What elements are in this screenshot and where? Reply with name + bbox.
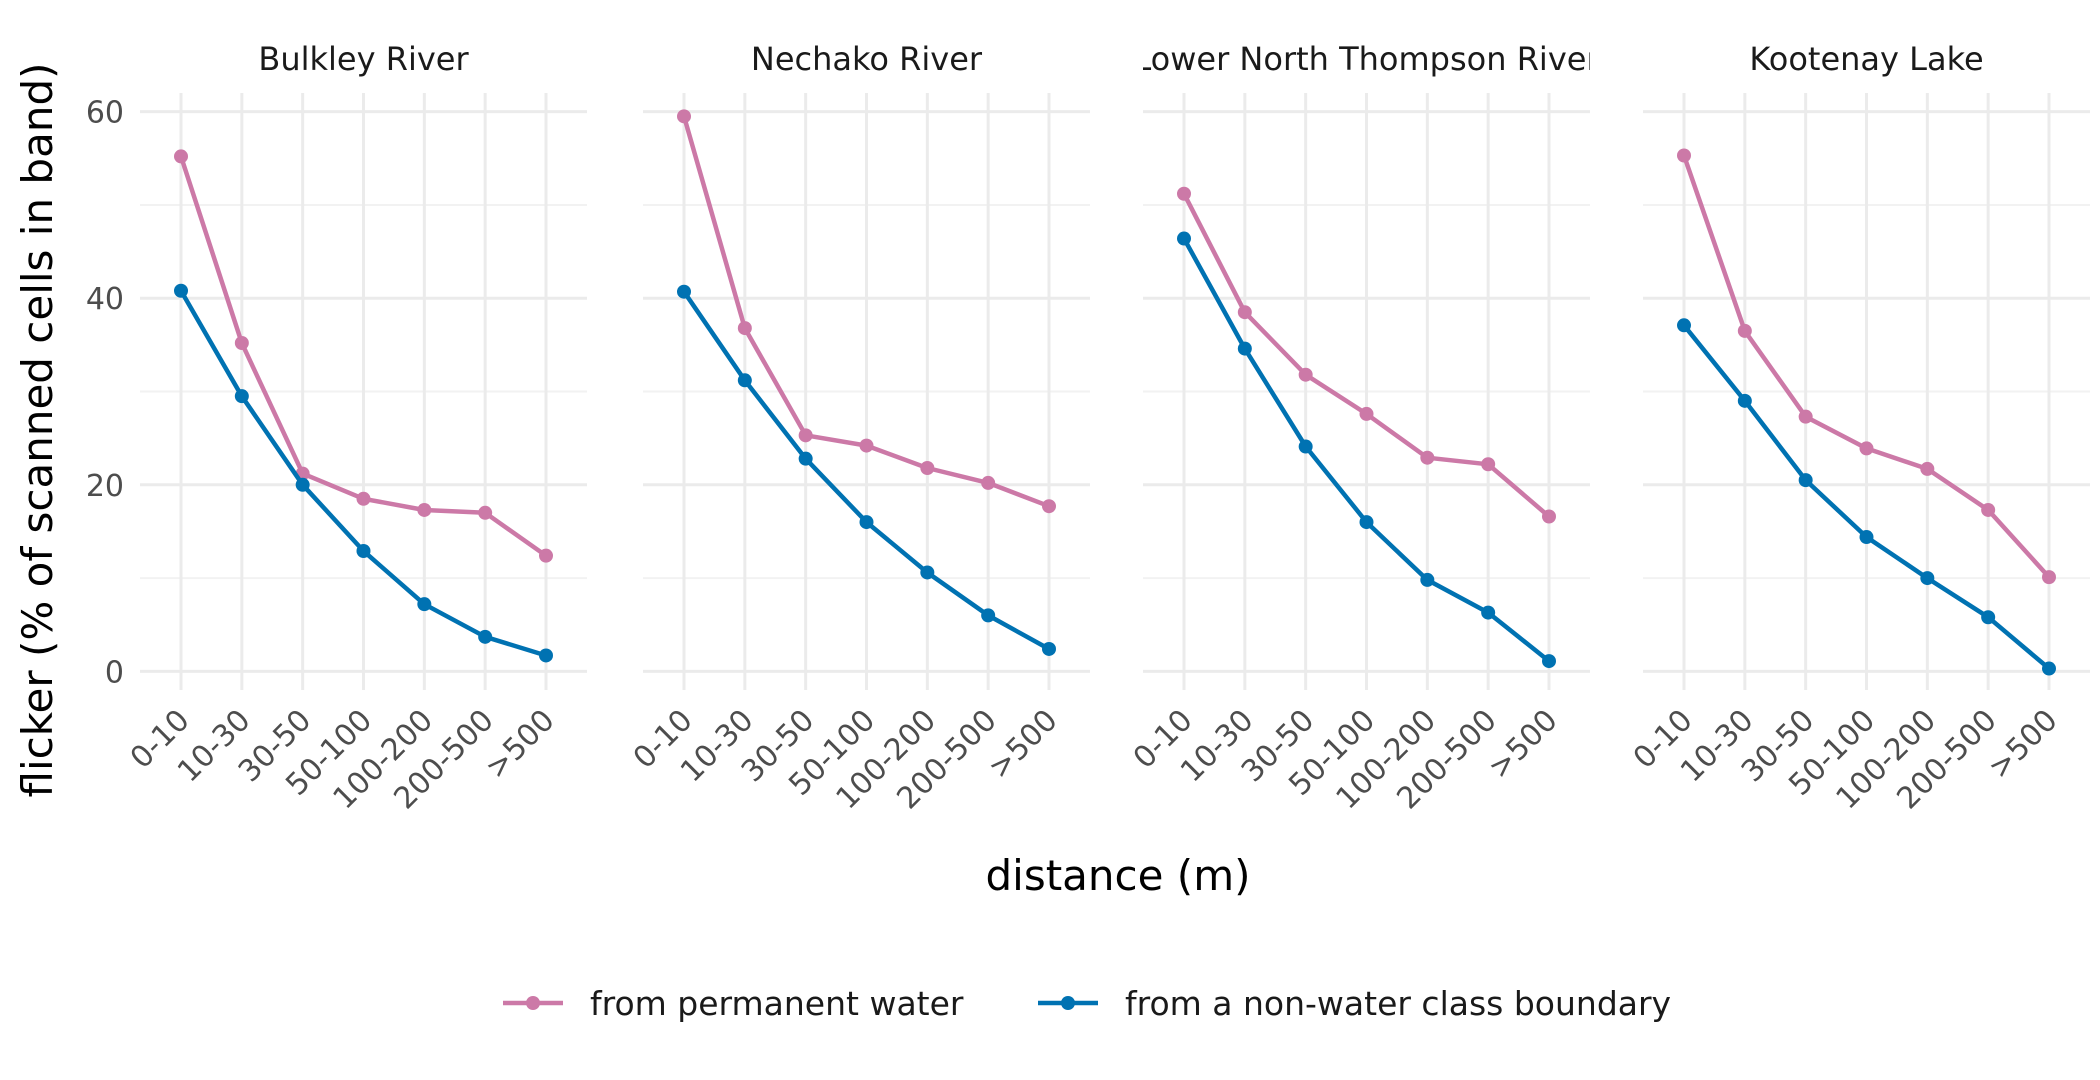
- data-point: [1237, 305, 1252, 320]
- series-from-permanent-water: [174, 149, 553, 563]
- series-from-permanent-water: [1177, 186, 1556, 524]
- y-tick-label: 0: [105, 655, 124, 690]
- y-axis-title: flicker (% of scanned cells in band): [13, 63, 62, 798]
- data-point: [737, 321, 752, 336]
- data-point: [1481, 457, 1496, 472]
- legend-key-point: [1061, 996, 1075, 1010]
- x-axis-title: distance (m): [985, 851, 1250, 900]
- data-point: [981, 608, 996, 623]
- data-point: [1981, 610, 1996, 625]
- series-from-permanent-water: [1677, 148, 2056, 585]
- y-tick-label: 20: [86, 469, 124, 504]
- data-point: [1737, 393, 1752, 408]
- data-point: [1298, 367, 1313, 382]
- panel-lower-north-thompson-river: Lower North Thompson River0-1010-3030-50…: [1127, 40, 1600, 816]
- data-point: [1177, 186, 1191, 201]
- data-point: [1859, 441, 1874, 456]
- data-point: [798, 451, 813, 466]
- panel-title: Lower North Thompson River: [1133, 40, 1600, 78]
- panel-title: Nechako River: [751, 40, 983, 78]
- data-point: [1677, 148, 1691, 163]
- data-point: [1177, 231, 1191, 246]
- x-tick-label: >500: [982, 703, 1065, 786]
- legend-label: from a non-water class boundary: [1125, 984, 1671, 1023]
- panel-nechako-river: Nechako River0-1010-3030-5050-100100-200…: [627, 40, 1090, 816]
- data-point: [1542, 509, 1556, 524]
- x-tick-label: >500: [479, 703, 562, 786]
- x-tick-label: >500: [1482, 703, 1565, 786]
- data-point: [1920, 571, 1935, 586]
- data-point: [1420, 572, 1435, 587]
- data-point: [356, 491, 371, 506]
- legend-item-from-permanent-water: from permanent water: [503, 984, 964, 1023]
- series-from-permanent-water: [677, 109, 1056, 514]
- panel-bulkley-river: Bulkley River02040600-1010-3030-5050-100…: [86, 40, 587, 816]
- data-point: [1359, 515, 1374, 530]
- data-point: [1420, 450, 1435, 465]
- data-point: [417, 502, 432, 517]
- data-point: [234, 335, 249, 350]
- data-point: [1042, 641, 1056, 656]
- data-point: [1481, 605, 1496, 620]
- data-point: [1237, 341, 1252, 356]
- data-point: [920, 565, 935, 580]
- data-point: [2042, 661, 2056, 676]
- data-point: [798, 428, 813, 443]
- data-point: [356, 544, 371, 559]
- data-point: [539, 548, 553, 563]
- data-point: [737, 373, 752, 388]
- legend-item-from-a-non-water-class-boundary: from a non-water class boundary: [1038, 984, 1671, 1023]
- data-point: [677, 284, 691, 299]
- series-from-a-non-water-class-boundary: [174, 283, 553, 663]
- data-point: [1798, 473, 1813, 488]
- data-point: [174, 149, 188, 164]
- data-point: [539, 648, 553, 663]
- data-point: [1298, 439, 1313, 454]
- legend-label: from permanent water: [590, 984, 964, 1023]
- data-point: [1920, 461, 1935, 476]
- data-point: [1859, 530, 1874, 545]
- data-point: [859, 515, 874, 530]
- legend: from permanent water from a non-water cla…: [503, 984, 1671, 1023]
- data-point: [417, 597, 432, 612]
- data-point: [859, 438, 874, 453]
- series-from-a-non-water-class-boundary: [677, 284, 1056, 656]
- y-tick-label: 40: [86, 282, 124, 317]
- series-from-a-non-water-class-boundary: [1177, 231, 1556, 669]
- data-point: [478, 629, 493, 644]
- data-point: [174, 283, 188, 298]
- y-tick-label: 60: [86, 96, 124, 131]
- data-point: [295, 477, 310, 492]
- panel-kootenay-lake: Kootenay Lake0-1010-3030-5050-100100-200…: [1627, 40, 2090, 816]
- panel-title: Bulkley River: [258, 40, 469, 78]
- x-tick-label: >500: [1982, 703, 2065, 786]
- panels: Bulkley River02040600-1010-3030-5050-100…: [86, 40, 2090, 816]
- data-point: [234, 389, 249, 404]
- data-point: [1798, 409, 1813, 424]
- legend-key-point: [526, 996, 540, 1010]
- data-point: [1677, 318, 1691, 333]
- data-point: [1981, 502, 1996, 517]
- data-point: [2042, 570, 2056, 585]
- data-point: [981, 475, 996, 490]
- data-point: [1542, 654, 1556, 669]
- data-point: [677, 109, 691, 124]
- data-point: [1359, 406, 1374, 421]
- panel-title: Kootenay Lake: [1749, 40, 1983, 78]
- data-point: [1737, 323, 1752, 338]
- data-point: [1042, 499, 1056, 514]
- series-from-a-non-water-class-boundary: [1677, 318, 2056, 676]
- data-point: [920, 460, 935, 475]
- data-point: [478, 505, 493, 520]
